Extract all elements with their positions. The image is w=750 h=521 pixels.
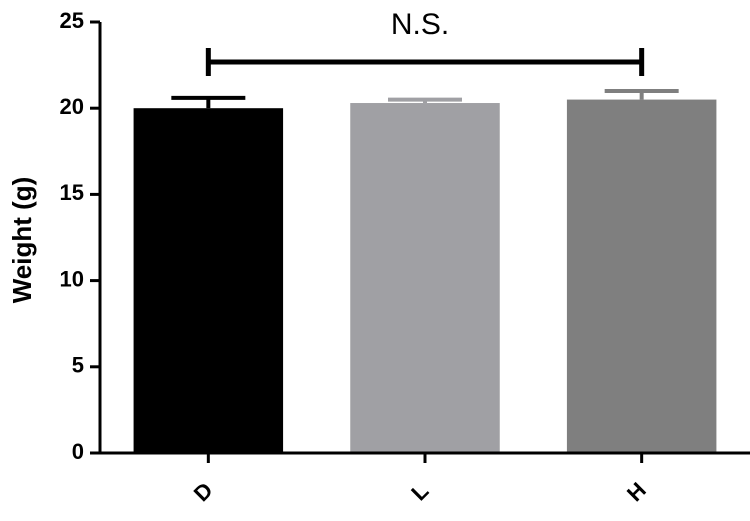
bar bbox=[350, 103, 500, 453]
significance-bracket bbox=[205, 48, 645, 76]
y-tick-label: 5 bbox=[72, 353, 84, 378]
annotation: N.S. bbox=[391, 8, 449, 41]
x-tick-label: L bbox=[406, 478, 433, 505]
error-bar bbox=[388, 97, 462, 104]
bar bbox=[133, 108, 284, 453]
y-tick-label: 15 bbox=[60, 180, 84, 205]
error-bar bbox=[171, 95, 246, 109]
y-tick-label: 10 bbox=[60, 266, 84, 291]
y-tick-label: 20 bbox=[60, 94, 84, 119]
x-tick-label: D bbox=[189, 477, 218, 506]
error-bar bbox=[604, 88, 679, 100]
y-tick-label: 0 bbox=[72, 439, 84, 464]
bar bbox=[566, 99, 717, 453]
y-tick-label: 25 bbox=[60, 8, 84, 33]
x-tick-label: H bbox=[622, 477, 651, 506]
y-axis-label: Weight (g) bbox=[7, 177, 37, 304]
